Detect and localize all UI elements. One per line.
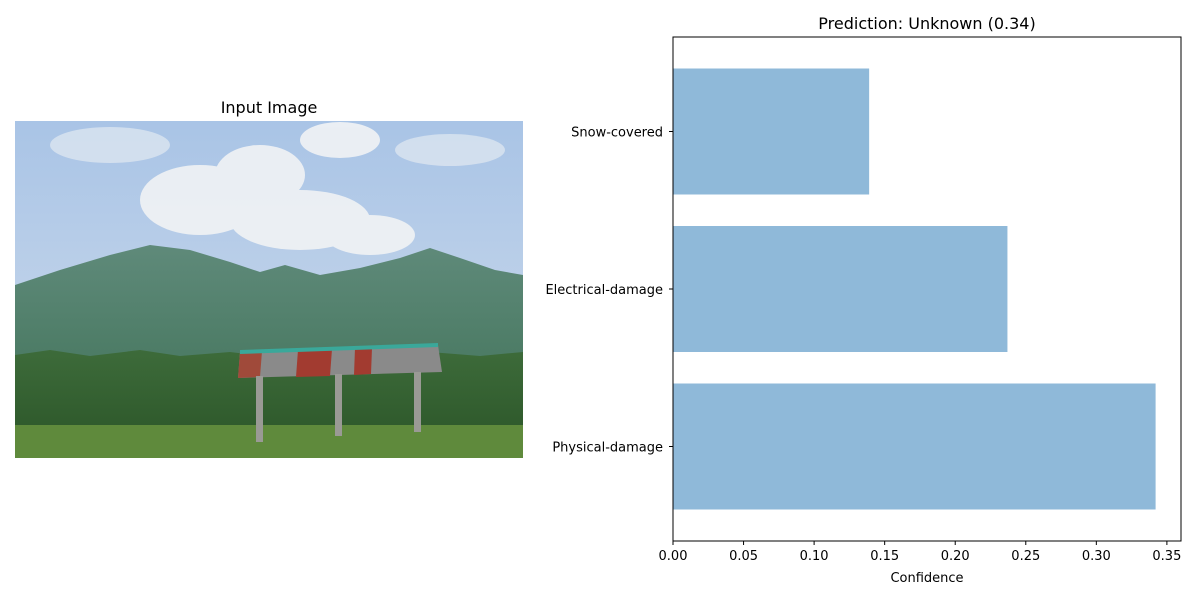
clouds <box>50 122 505 255</box>
input-image-panel: Input Image <box>15 98 523 458</box>
y-tick-label: Snow-covered <box>571 126 663 141</box>
bar-electrical-damage <box>673 226 1008 352</box>
bar-snow-covered <box>673 68 870 195</box>
y-ticks-group: Physical-damage Electrical-damage Snow-cov… <box>545 126 673 456</box>
x-ticks-group: 0.00 0.05 0.10 0.15 0.20 0.25 0.30 0.35 <box>659 541 1181 564</box>
bar-physical-damage <box>673 383 1156 510</box>
y-tick-label: Physical-damage <box>552 441 663 456</box>
x-axis-label: Confidence <box>890 571 963 586</box>
x-tick-label: 0.20 <box>941 549 970 564</box>
x-tick-label: 0.30 <box>1082 549 1111 564</box>
x-tick-label: 0.05 <box>729 549 758 564</box>
input-image <box>15 121 523 458</box>
confidence-bar-chart: Prediction: Unknown (0.34) Physical-dama… <box>545 14 1182 586</box>
x-tick-label: 0.10 <box>800 549 829 564</box>
chart-title: Prediction: Unknown (0.34) <box>818 14 1035 33</box>
grass <box>15 425 523 458</box>
bars-group <box>673 68 1156 510</box>
x-tick-label: 0.15 <box>870 549 899 564</box>
mountains <box>15 245 523 370</box>
x-tick-label: 0.35 <box>1152 549 1181 564</box>
x-tick-label: 0.25 <box>1011 549 1040 564</box>
input-image-title: Input Image <box>221 98 318 117</box>
y-tick-label: Electrical-damage <box>545 283 663 298</box>
shelter <box>238 343 442 442</box>
x-tick-label: 0.00 <box>659 549 688 564</box>
